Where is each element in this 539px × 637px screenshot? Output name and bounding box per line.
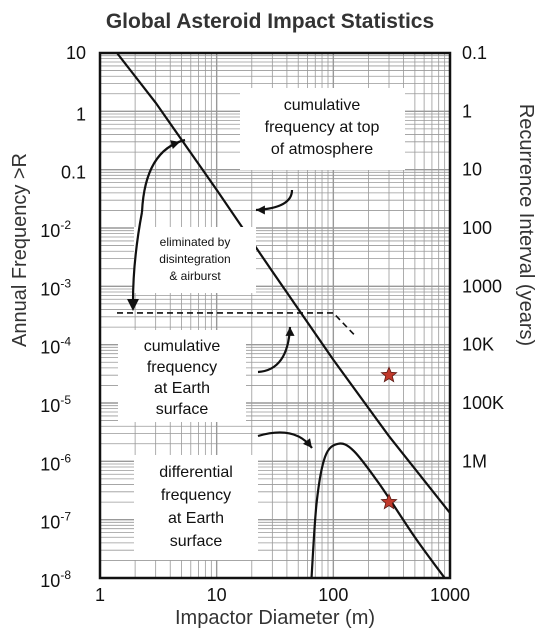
annotation-3-line-2: frequency [147, 359, 217, 376]
annotation-2-line-3: & airburst [169, 269, 221, 283]
series-line-1 [116, 52, 451, 514]
y-tick-exponent: -3 [60, 276, 71, 290]
marker-layer [380, 366, 398, 510]
arrow-eliminated-down [131, 211, 144, 303]
series-line-3 [310, 442, 446, 579]
y-tick-label: 10-8 [40, 568, 71, 591]
annotation-4-line-2: frequency [161, 487, 231, 504]
y-tick-label: 10-6 [40, 451, 71, 474]
x-tick-label: 1 [95, 585, 105, 605]
y2-tick-label: 1M [462, 451, 487, 471]
y2-tick-label: 1 [462, 101, 472, 121]
arrow-top-atmosphere-head [256, 205, 265, 215]
annotation-4-line-4: surface [170, 533, 223, 550]
annotation-box-1 [240, 88, 405, 170]
arrow-eliminated-up [140, 138, 186, 213]
y-tick-label: 10 [66, 43, 86, 63]
annotation-box-3 [118, 330, 246, 422]
annotation-1-line-3: of atmosphere [271, 141, 373, 158]
arrow-earth-surface [257, 326, 292, 374]
annotation-1-line-1: cumulative [284, 97, 361, 114]
y-tick-exponent: -4 [60, 335, 71, 349]
annotation-2-line-2: disintegration [159, 252, 230, 266]
annotation-3-line-1: cumulative [144, 338, 221, 355]
series-layer [116, 52, 451, 579]
x-tick-label: 100 [318, 585, 348, 605]
arrow-differential [257, 431, 313, 449]
y-tick-label: 0.1 [61, 163, 86, 183]
plot-frame [98, 51, 452, 580]
y-tick-label: 10-4 [40, 335, 71, 358]
y2-tick-label: 100 [462, 218, 492, 238]
annotation-1-line-2: frequency at top [265, 119, 380, 136]
arrow-eliminated-up-head [170, 140, 180, 149]
x-tick-labels: 1 10 100 1000 [95, 585, 470, 605]
y-tick-exponent: -5 [60, 393, 71, 407]
y-tick-exponent: -2 [60, 218, 71, 232]
annotation-box-2 [134, 227, 256, 293]
y2-tick-label: 1000 [462, 276, 502, 296]
annotation-layer: cumulative frequency at top of atmosphere e… [118, 88, 405, 560]
y2-tick-label: 10 [462, 160, 482, 180]
y2-tick-label: 10K [462, 335, 494, 355]
arrow-earth-surface-head [285, 327, 295, 336]
annotation-4-line-3: at Earth [168, 510, 224, 527]
x-axis-label: Impactor Diameter (m) [175, 607, 375, 629]
series-line-2 [117, 312, 355, 335]
y-tick-exponent: -8 [60, 568, 71, 582]
y-tick-label: 10-5 [40, 393, 71, 416]
y2-tick-label: 100K [462, 393, 504, 413]
annotation-2-line-1: eliminated by [160, 235, 231, 249]
x-tick-label: 1000 [430, 585, 470, 605]
y2-tick-label: 0.1 [462, 43, 487, 63]
x-tick-label: 10 [207, 585, 227, 605]
arrow-eliminated-down-head [127, 299, 139, 311]
star-marker-1 [380, 366, 398, 383]
y2-axis-label: Recurrence Interval (years) [515, 104, 537, 346]
y-tick-exponent: -6 [60, 451, 71, 465]
annotation-4-line-1: differential [159, 464, 233, 481]
annotation-box-4 [134, 455, 258, 560]
star-marker-2 [380, 493, 398, 510]
arrow-differential-head [302, 438, 312, 448]
y-tick-labels: 10 1 0.1 10-2 10-3 10-4 10-5 10-6 10-7 10-8 [40, 43, 86, 591]
y2-tick-labels: 0.1 1 10 100 1000 10K 100K 1M [462, 43, 504, 471]
y-tick-label: 10-3 [40, 276, 71, 299]
y-tick-label: 10-7 [40, 510, 71, 533]
y-tick-label: 1 [76, 104, 86, 124]
y-tick-exponent: -7 [60, 510, 71, 524]
y-tick-label: 10-2 [40, 218, 71, 241]
annotation-3-line-3: at Earth [154, 380, 210, 397]
annotation-3-line-4: surface [156, 401, 209, 418]
y-axis-label: Annual Frequency >R [9, 153, 31, 347]
chart-title: Global Asteroid Impact Statistics [106, 10, 434, 33]
